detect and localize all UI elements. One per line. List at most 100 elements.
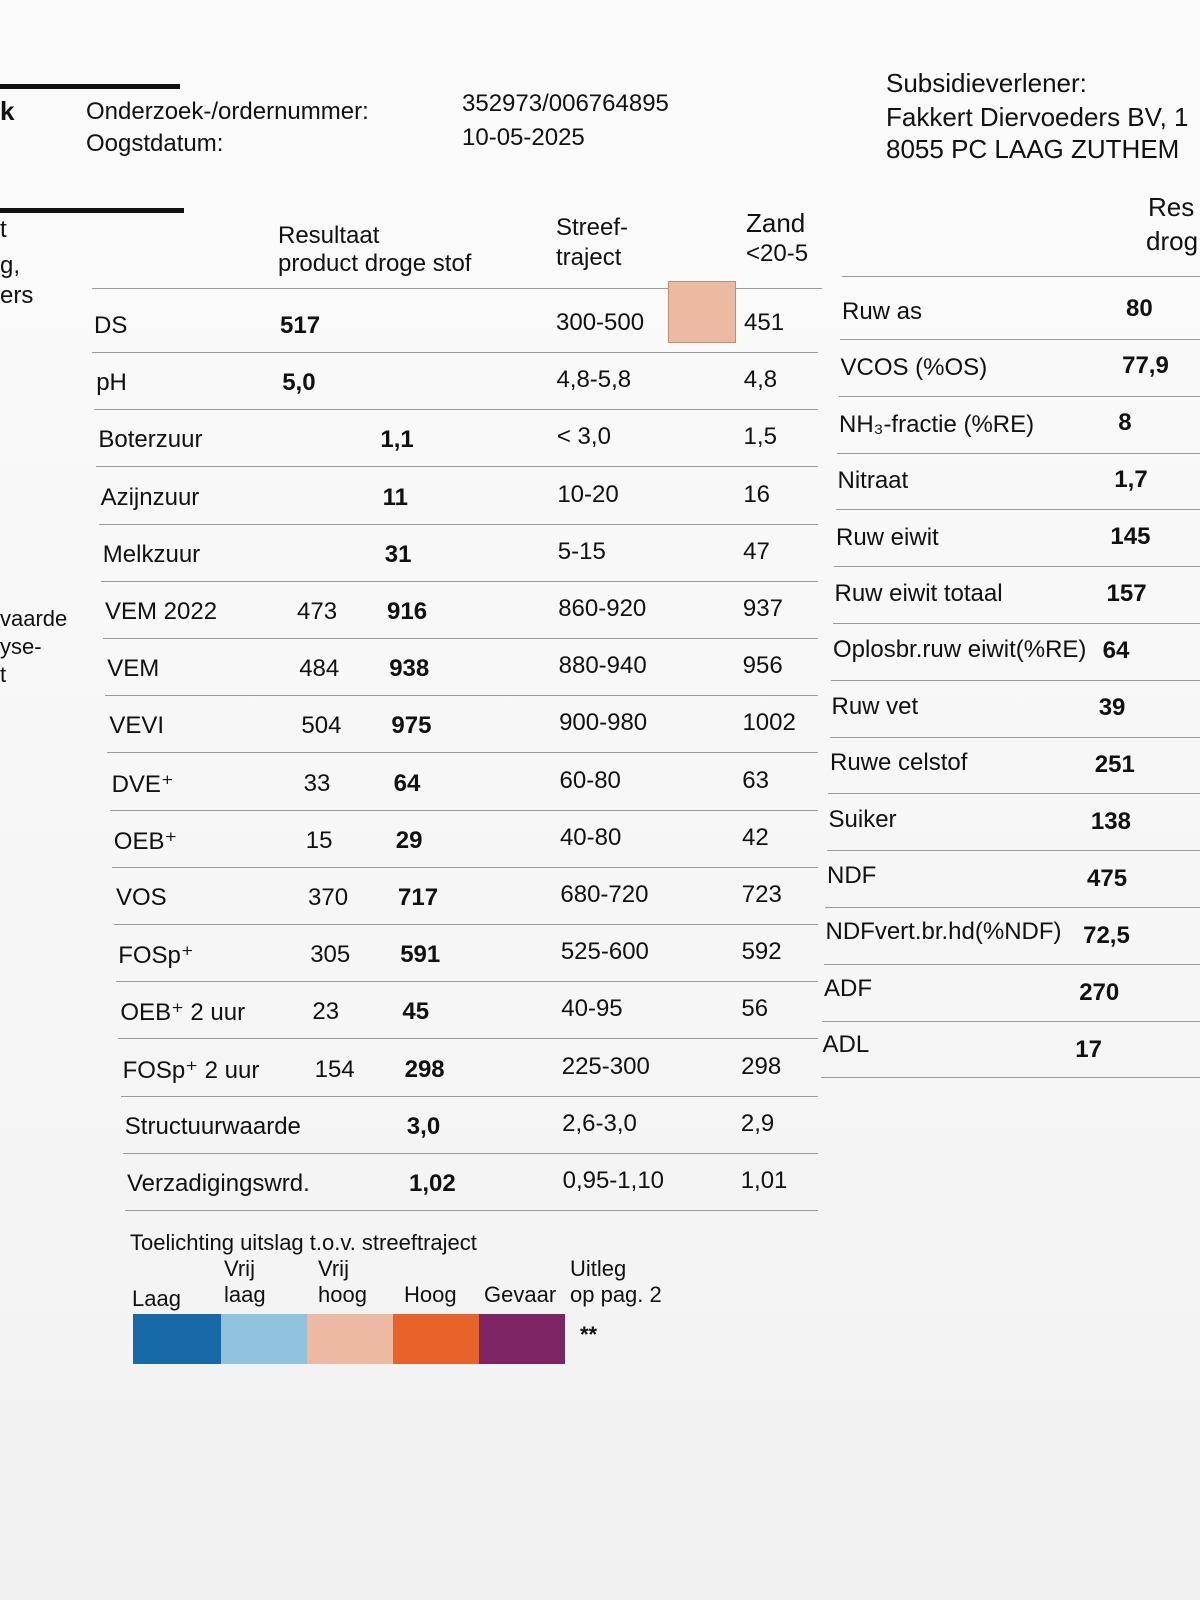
row-name: Boterzuur (98, 426, 203, 454)
row-target: 225-300 (561, 1052, 650, 1080)
row-target: 860-920 (558, 595, 647, 622)
row-product-value: 504 (301, 712, 342, 740)
right-row-value: 251 (1094, 751, 1135, 778)
row-dry-value: 975 (391, 712, 432, 740)
margin-fragment: g, (0, 252, 21, 279)
row-divider (107, 752, 818, 754)
right-row-value: 39 (1098, 694, 1126, 721)
right-row-value: 145 (1110, 523, 1151, 550)
row-target: 40-80 (559, 823, 622, 851)
row-target: 880-940 (558, 652, 647, 680)
row-name: Verzadigingswrd. (127, 1170, 310, 1197)
row-sand-value: 1,5 (743, 423, 777, 451)
row-name: VOS (116, 884, 167, 911)
row-divider (125, 1210, 818, 1211)
row-dry-value: 5,0 (282, 369, 316, 397)
row-target: 10-20 (557, 480, 619, 508)
col-header-result: Resultaat (278, 222, 380, 249)
right-row-name: NDF (827, 862, 877, 889)
right-row-divider (826, 850, 1200, 852)
row-sand-value: 592 (741, 938, 782, 966)
row-sand-value: 1002 (742, 709, 796, 737)
right-row-divider (832, 623, 1200, 624)
row-sand-value: 4,8 (743, 366, 778, 394)
right-row-name: Ruwe celstof (830, 749, 968, 777)
row-sand-value: 42 (742, 823, 769, 851)
row-name: Azijnzuur (100, 483, 200, 511)
right-row-divider (820, 1077, 1200, 1079)
order-label: Onderzoek-/ordernummer: (86, 98, 369, 125)
col-header-result-sub: product droge stof (278, 250, 472, 277)
right-row-name: VCOS (%OS) (840, 354, 988, 382)
row-target: 60-80 (559, 766, 621, 794)
right-row-name: Ruw eiwit totaal (834, 580, 1003, 607)
right-row-divider (822, 1020, 1200, 1022)
row-target: 40-95 (561, 995, 623, 1023)
right-row-name: ADL (822, 1031, 870, 1059)
row-divider (98, 523, 818, 525)
row-dry-value: 1,02 (409, 1170, 456, 1197)
row-name: Melkzuur (102, 540, 201, 568)
right-row-value: 270 (1079, 979, 1120, 1006)
section-bar (0, 208, 184, 213)
right-row-divider (837, 452, 1200, 454)
row-name: VEM (107, 655, 160, 683)
right-row-name: Nitraat (837, 467, 909, 495)
row-sand-value: 1,01 (740, 1167, 788, 1194)
col-header-sand: Zand (746, 208, 806, 238)
right-row-value: 80 (1126, 295, 1153, 322)
row-divider (100, 580, 818, 582)
row-target: 4,8-5,8 (556, 366, 632, 394)
right-row-divider (829, 736, 1200, 738)
legend-label-gevaar: Gevaar (484, 1282, 557, 1307)
col-header-right-sub: drog (1146, 226, 1199, 256)
right-row-divider (831, 679, 1200, 681)
order-number: 352973/006764895 (462, 90, 669, 117)
legend-label-vrij-hoog-sub: hoog (318, 1282, 367, 1307)
row-name: OEB⁺ 2 uur (120, 999, 246, 1027)
row-sand-value: 451 (744, 309, 785, 336)
harvest-label: Oogstdatum: (86, 130, 224, 157)
row-target: 2,6-3,0 (562, 1109, 637, 1137)
legend-label-vrij-hoog: Vrij (318, 1256, 349, 1281)
row-dry-value: 517 (280, 312, 321, 339)
legend-title: Toelichting uitslag t.o.v. streeftraject (130, 1230, 477, 1255)
subsidy-title: Subsidieverlener: (886, 68, 1087, 98)
right-row-name: ADF (824, 974, 872, 1002)
margin-fragment: yse- (0, 634, 42, 659)
row-dry-value: 29 (395, 826, 423, 854)
right-row-value: 64 (1102, 637, 1130, 664)
legend-label-vrij-laag-sub: laag (224, 1282, 266, 1307)
right-row-divider (828, 793, 1200, 795)
right-row-value: 475 (1087, 865, 1128, 892)
col-header-sand-sub: <20-5 (746, 240, 809, 267)
row-sand-value: 723 (741, 881, 782, 908)
legend-note: ** (580, 1322, 598, 1347)
row-target: 5-15 (557, 537, 606, 565)
row-sand-value: 298 (741, 1052, 782, 1080)
row-target: 900-980 (559, 709, 648, 737)
legend-label-vrij-laag: Vrij (224, 1256, 255, 1281)
row-name: Structuurwaarde (124, 1112, 301, 1140)
legend-swatch-vrij-hoog (307, 1314, 393, 1364)
row-product-value: 15 (305, 826, 333, 854)
row-dry-value: 717 (398, 884, 439, 911)
row-sand-value: 47 (743, 537, 770, 565)
header-rule-right (842, 276, 1200, 277)
row-dry-value: 916 (387, 598, 428, 625)
right-row-name: NDFvert.br.hd(%NDF) (825, 918, 1062, 946)
row-dry-value: 298 (404, 1055, 445, 1083)
legend-swatch-gevaar (479, 1314, 565, 1364)
row-sand-value: 16 (743, 480, 771, 508)
margin-fragment: k (0, 96, 15, 126)
row-dry-value: 591 (400, 941, 441, 969)
subsidy-name: Fakkert Diervoeders BV, 1 (886, 102, 1189, 132)
row-product-value: 154 (314, 1055, 355, 1083)
row-product-value: 370 (308, 884, 349, 911)
ds-status-cell (668, 281, 736, 343)
right-row-value: 77,9 (1122, 352, 1169, 379)
row-sand-value: 56 (741, 995, 769, 1023)
right-row-name: Ruw eiwit (836, 523, 939, 551)
right-row-divider (825, 907, 1200, 908)
legend-label-laag: Laag (132, 1286, 181, 1311)
